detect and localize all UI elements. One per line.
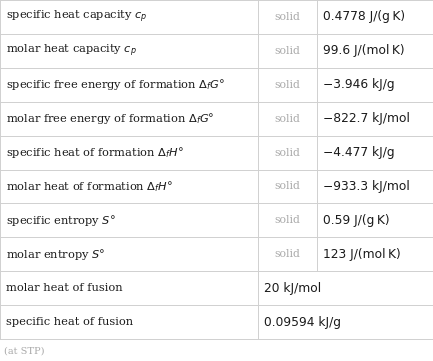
Text: 123 J/(mol K): 123 J/(mol K): [323, 248, 401, 261]
Text: 0.09594 kJ/g: 0.09594 kJ/g: [264, 316, 341, 329]
Text: specific heat of formation $\Delta_f H$°: specific heat of formation $\Delta_f H$°: [6, 145, 184, 160]
Text: −822.7 kJ/mol: −822.7 kJ/mol: [323, 112, 410, 125]
Text: 0.4778 J/(g K): 0.4778 J/(g K): [323, 10, 406, 23]
Text: molar free energy of formation $\Delta_f G$°: molar free energy of formation $\Delta_f…: [6, 111, 214, 126]
Text: 20 kJ/mol: 20 kJ/mol: [264, 282, 321, 295]
Text: solid: solid: [275, 114, 301, 124]
Text: −933.3 kJ/mol: −933.3 kJ/mol: [323, 180, 410, 193]
Text: specific entropy $S$°: specific entropy $S$°: [6, 213, 116, 228]
Text: solid: solid: [275, 80, 301, 90]
Text: solid: solid: [275, 249, 301, 259]
Text: solid: solid: [275, 216, 301, 225]
Text: 0.59 J/(g K): 0.59 J/(g K): [323, 214, 390, 227]
Text: molar heat capacity $c_p$: molar heat capacity $c_p$: [6, 43, 137, 59]
Text: −4.477 kJ/g: −4.477 kJ/g: [323, 146, 395, 159]
Text: molar heat of fusion: molar heat of fusion: [6, 283, 123, 293]
Text: molar entropy $S$°: molar entropy $S$°: [6, 247, 105, 262]
Text: specific heat capacity $c_p$: specific heat capacity $c_p$: [6, 9, 148, 25]
Text: (at STP): (at STP): [4, 347, 45, 356]
Text: solid: solid: [275, 12, 301, 22]
Text: molar heat of formation $\Delta_f H$°: molar heat of formation $\Delta_f H$°: [6, 179, 173, 194]
Text: solid: solid: [275, 148, 301, 157]
Text: 99.6 J/(mol K): 99.6 J/(mol K): [323, 44, 405, 57]
Text: −3.946 kJ/g: −3.946 kJ/g: [323, 78, 395, 91]
Text: specific free energy of formation $\Delta_f G$°: specific free energy of formation $\Delt…: [6, 77, 225, 92]
Text: specific heat of fusion: specific heat of fusion: [6, 317, 133, 327]
Text: solid: solid: [275, 182, 301, 191]
Text: solid: solid: [275, 46, 301, 56]
